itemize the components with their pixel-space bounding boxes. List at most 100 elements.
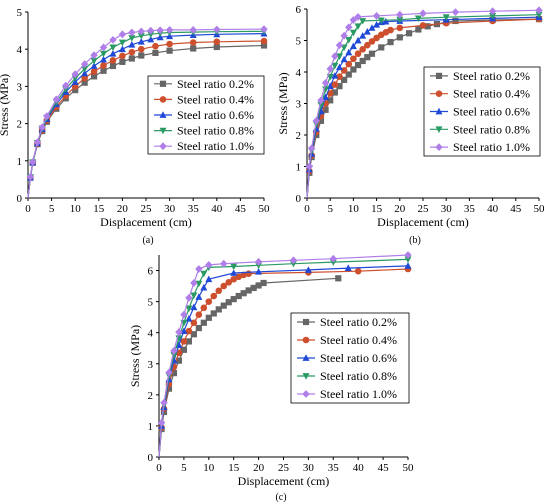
data-point-4 (230, 263, 238, 271)
data-point-5 (156, 26, 164, 35)
x-tick-label: 45 (510, 203, 522, 215)
data-point-4 (137, 32, 145, 40)
data-point-1 (368, 50, 376, 57)
data-point-4 (354, 23, 362, 31)
data-point-4 (200, 270, 208, 278)
data-point-3 (345, 48, 353, 56)
data-point-1 (415, 26, 422, 33)
data-point-1 (405, 30, 413, 37)
data-point-2 (245, 270, 252, 277)
legend-marker (302, 336, 310, 344)
y-tick-label: 4 (148, 328, 154, 340)
data-point-5 (220, 259, 228, 268)
legend-label-1: Steel ratio 0.2% (177, 77, 254, 91)
x-tick-label: 10 (70, 203, 82, 215)
data-point-5 (195, 265, 203, 273)
data-point-1 (166, 47, 173, 54)
y-tick-label: 3 (17, 81, 23, 93)
data-point-3 (175, 341, 183, 349)
data-point-5 (205, 261, 213, 269)
legend-label-5: Steel ratio 1.0% (453, 140, 530, 154)
legend-label-4: Steel ratio 0.8% (320, 369, 397, 383)
data-point-1 (331, 89, 338, 96)
data-point-5 (71, 70, 79, 79)
data-point-2 (364, 41, 371, 49)
data-point-4 (396, 16, 404, 24)
x-tick-label: 35 (464, 203, 476, 215)
x-tick-label: 35 (328, 462, 340, 474)
data-point-4 (109, 44, 117, 52)
data-point-4 (335, 53, 343, 60)
data-point-3 (354, 36, 362, 44)
y-tick-label: 1 (17, 156, 23, 168)
data-point-3 (359, 32, 367, 39)
legend-marker (302, 354, 310, 361)
data-point-2 (90, 68, 98, 75)
data-point-5 (109, 36, 117, 44)
data-point-1 (235, 292, 242, 300)
data-point-1 (364, 54, 371, 61)
data-point-5 (260, 25, 268, 34)
data-point-2 (137, 45, 145, 53)
data-point-4 (100, 50, 108, 58)
legend-marker (302, 373, 310, 380)
data-point-4 (442, 14, 450, 21)
legend-marker (435, 90, 443, 97)
x-tick-label: 35 (188, 203, 200, 215)
legend-marker (435, 107, 443, 115)
data-point-5 (33, 138, 42, 147)
x-axis-label: Displacement (cm) (238, 474, 330, 488)
data-point-2 (368, 38, 376, 45)
data-point-5 (29, 158, 37, 166)
data-point-5 (305, 162, 314, 171)
data-point-3 (230, 269, 238, 276)
data-point-2 (100, 62, 107, 69)
chart-panel-c: 0 5 10 15 20 25 30 35 40 45 500123456Displacement … (128, 251, 414, 488)
x-tick-label: 30 (303, 462, 315, 474)
data-point-1 (170, 369, 178, 377)
x-tick-label: 30 (164, 203, 176, 215)
x-tick-label: 10 (348, 203, 360, 215)
data-point-2 (354, 267, 362, 275)
data-point-3 (344, 264, 352, 271)
y-tick-label: 1 (296, 162, 302, 174)
data-point-3 (118, 45, 126, 53)
y-tick-label: 6 (296, 4, 302, 16)
data-point-1 (396, 34, 403, 41)
data-point-3 (404, 262, 412, 269)
y-tick-label: 2 (17, 119, 23, 131)
data-point-2 (354, 50, 362, 58)
data-point-5 (321, 79, 330, 87)
legend-marker (302, 390, 310, 398)
y-axis-label: Stress (MPa) (128, 325, 142, 387)
y-tick-label: 4 (296, 67, 302, 79)
data-point-3 (147, 35, 155, 43)
data-point-1 (205, 314, 212, 321)
data-point-1 (424, 23, 431, 30)
x-tick-label: 50 (259, 203, 271, 215)
data-point-5 (52, 95, 61, 104)
data-point-1 (72, 87, 79, 94)
y-tick-label: 5 (296, 36, 302, 48)
data-point-2 (195, 311, 203, 318)
x-tick-label: 20 (394, 203, 406, 215)
data-point-3 (382, 17, 390, 25)
legend-marker (435, 126, 443, 133)
x-tick-label: 25 (141, 203, 153, 215)
data-point-4 (331, 62, 339, 70)
data-point-5 (354, 12, 362, 21)
data-point-5 (349, 16, 358, 24)
data-point-5 (180, 310, 188, 319)
data-point-2 (81, 74, 88, 82)
data-point-1 (215, 306, 222, 313)
data-point-2 (119, 52, 126, 60)
data-point-5 (189, 25, 197, 34)
data-point-4 (190, 292, 198, 300)
data-point-4 (414, 15, 422, 23)
series-line-5 (27, 28, 265, 199)
x-tick-label: 0 (25, 203, 31, 215)
data-point-5 (331, 52, 339, 61)
data-point-5 (147, 26, 155, 35)
x-tick-label: 15 (371, 203, 383, 215)
